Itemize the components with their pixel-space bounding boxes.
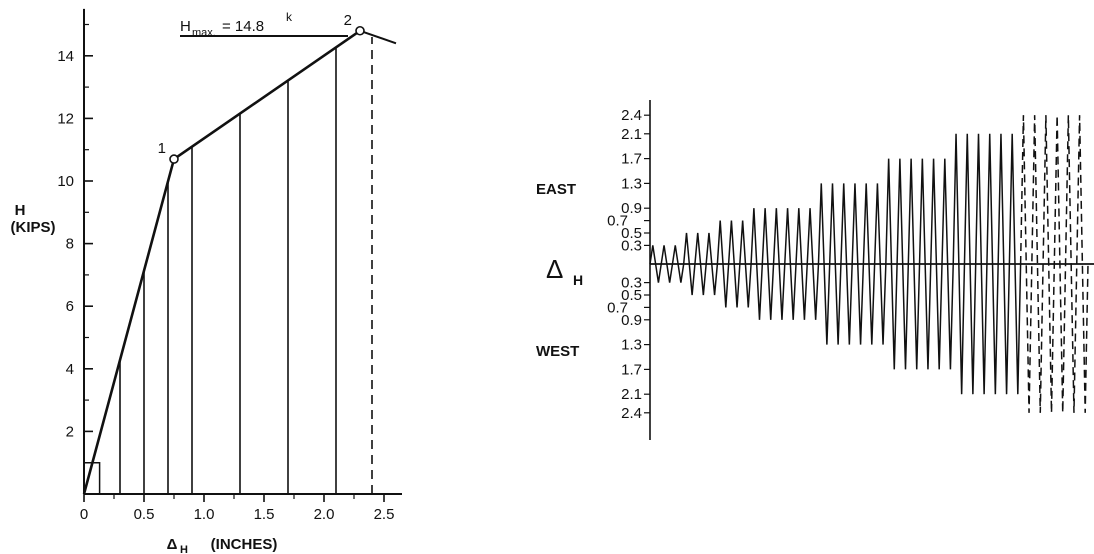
cycle-group <box>817 183 887 345</box>
cycle-group <box>750 208 820 320</box>
post-peak-line <box>359 29 397 45</box>
h-max-subscript: max. <box>192 27 216 39</box>
east-tick-label: 2.4 <box>621 107 642 124</box>
west-tick-label: 2.4 <box>621 405 642 422</box>
key-point-label: 1 <box>158 140 166 157</box>
key-point-marker <box>355 25 365 36</box>
y-axis-title-subscript: H <box>573 272 583 288</box>
axes <box>83 8 402 495</box>
envelope-line <box>82 29 361 495</box>
west-tick-label: 2.1 <box>621 386 642 403</box>
h-max-main: H <box>180 18 191 35</box>
cycle-group <box>885 158 954 370</box>
cycle-group <box>716 220 752 308</box>
h-max-value: = 14.8 <box>222 18 264 35</box>
cycle-group <box>952 133 1022 395</box>
key-point-marker <box>169 154 179 164</box>
east-tick-label: 1.3 <box>621 175 642 192</box>
cycle-drop-lines <box>119 37 373 494</box>
west-tick-label: 1.3 <box>621 337 642 354</box>
key-points: 12 <box>158 12 365 164</box>
x-tick-label: 0 <box>80 506 88 523</box>
y-tick-label: 2 <box>66 423 74 440</box>
x-tick-label: 2.0 <box>314 506 335 523</box>
x-axis-units: (INCHES) <box>211 536 278 553</box>
y-axis-units: (KIPS) <box>11 219 56 236</box>
ticks: 0 0.5 1.0 1.5 2.0 2.5 2 4 6 8 10 12 14 <box>57 23 395 523</box>
east-tick-label: 1.7 <box>621 151 642 168</box>
y-tick-label: 6 <box>66 298 74 315</box>
ticks: 2.42.42.12.11.71.71.31.30.90.90.70.70.50… <box>607 107 650 422</box>
x-axis-title-subscript: H <box>180 544 188 554</box>
y-tick-label: 8 <box>66 236 74 253</box>
east-tick-label: 0.5 <box>621 225 642 242</box>
x-tick-label: 0.5 <box>134 506 155 523</box>
west-label: WEST <box>536 343 579 360</box>
west-tick-label: 0.9 <box>621 312 642 329</box>
y-axis-title: Δ <box>546 254 563 284</box>
y-tick-label: 12 <box>57 110 74 127</box>
dashed-cycle-group <box>1019 115 1089 413</box>
x-axis-title: Δ <box>167 536 178 553</box>
y-axis-title: H <box>15 202 26 219</box>
west-tick-label: 0.7 <box>607 299 628 316</box>
key-point-label: 2 <box>344 12 352 29</box>
west-tick-label: 1.7 <box>621 361 642 378</box>
east-tick-label: 0.9 <box>621 200 642 217</box>
displacement-history-wave <box>649 115 1089 413</box>
y-tick-label: 10 <box>57 173 74 190</box>
y-tick-label: 4 <box>66 361 74 378</box>
east-tick-label: 0.7 <box>607 213 628 230</box>
h-max-superscript: k <box>286 10 293 24</box>
x-tick-label: 1.0 <box>194 506 215 523</box>
x-tick-label: 1.5 <box>254 506 275 523</box>
east-label: EAST <box>536 181 576 198</box>
cycle-group <box>649 245 685 283</box>
cyclic-loading-history: 2.42.42.12.11.71.71.31.30.90.90.70.70.50… <box>536 100 1094 440</box>
x-tick-label: 2.5 <box>374 506 395 523</box>
east-tick-label: 2.1 <box>621 126 642 143</box>
cycle-group <box>682 232 719 296</box>
y-tick-label: 14 <box>57 48 74 65</box>
h-max-annotation: H max. = 14.8 k <box>180 10 348 39</box>
west-tick-label: 0.5 <box>621 287 642 304</box>
east-tick-label: 0.3 <box>621 237 642 254</box>
west-tick-label: 0.3 <box>621 275 642 292</box>
initial-cycle-loop <box>84 461 101 494</box>
